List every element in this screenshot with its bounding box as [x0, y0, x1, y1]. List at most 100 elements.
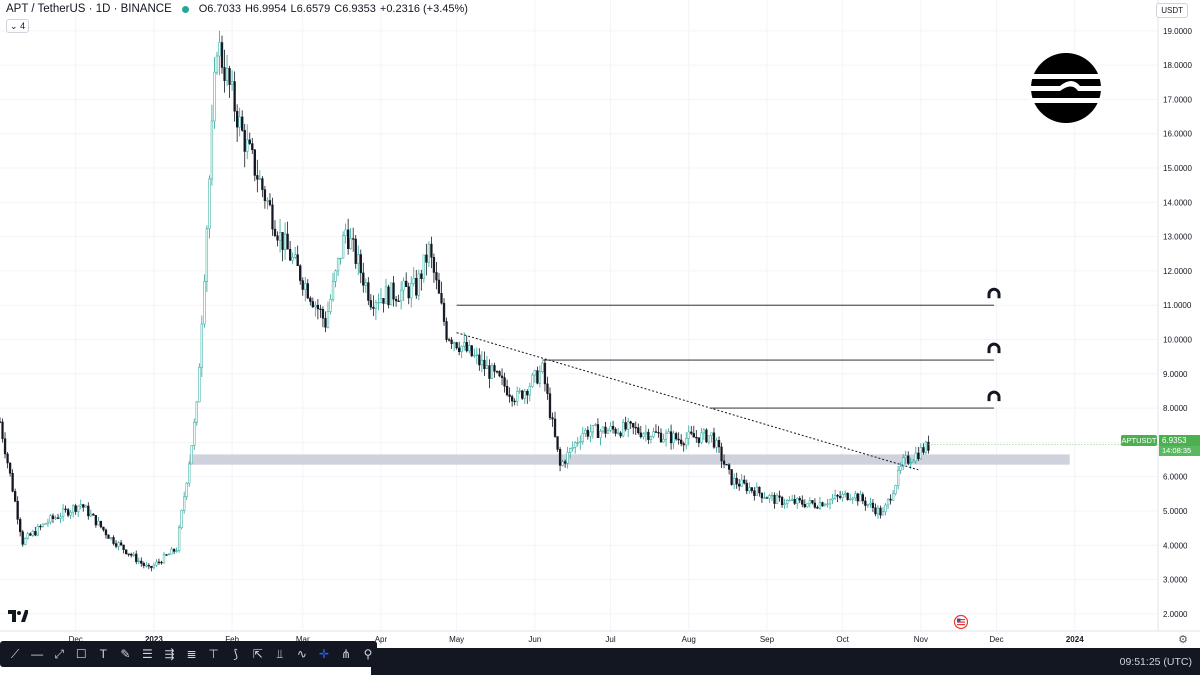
candle-body — [140, 560, 143, 564]
candle-body — [725, 464, 728, 466]
candle-body — [190, 445, 193, 465]
candle-body — [46, 521, 50, 525]
candle-body — [495, 371, 499, 373]
trend-line-icon[interactable]: — — [31, 647, 44, 661]
horizontal-line-icon[interactable]: ⤢ — [54, 646, 64, 661]
candle-body — [387, 286, 390, 306]
magnet-icon[interactable] — [987, 342, 1001, 354]
rectangle-icon[interactable]: T — [99, 647, 107, 661]
time-tick-label: Oct — [836, 635, 849, 644]
candle-body — [233, 81, 236, 112]
candle-body — [445, 321, 448, 340]
magnet-icon[interactable] — [987, 287, 1001, 299]
candle-body — [304, 283, 307, 290]
candle-body — [927, 441, 930, 451]
candle-body — [780, 497, 784, 506]
price-tick-label: 8.0000 — [1163, 404, 1188, 413]
cross-icon[interactable]: ⟋ — [10, 646, 20, 661]
candle-body — [627, 421, 630, 430]
crosshair-icon[interactable]: ⋔ — [340, 647, 351, 661]
lines-icon[interactable]: ⊤ — [208, 647, 219, 661]
candle-body — [818, 502, 822, 509]
us-flag-icon[interactable] — [953, 614, 969, 630]
candle-body — [64, 508, 67, 510]
support-zone[interactable] — [189, 454, 1070, 465]
candle-body — [339, 257, 342, 260]
candle-body — [586, 429, 589, 437]
fib-icon[interactable]: ⇶ — [164, 647, 175, 661]
candle-body — [463, 342, 466, 347]
candle-body — [682, 443, 685, 446]
candle-body — [425, 254, 428, 263]
pitchfork-icon[interactable]: ⫫ — [276, 646, 284, 661]
candle-body — [917, 452, 920, 460]
currency-selector[interactable]: USDT — [1156, 3, 1188, 18]
gear-icon[interactable]: ⚙ — [1178, 634, 1188, 646]
candle-body — [730, 469, 733, 485]
candle-body — [750, 487, 753, 491]
candle-body — [778, 495, 781, 498]
candle-body — [51, 515, 55, 519]
candle-body — [389, 282, 393, 306]
candle-body — [6, 453, 9, 464]
aptos-logo-icon — [1030, 53, 1102, 123]
candle-body — [584, 429, 587, 434]
candle-body — [124, 549, 128, 555]
candle-body — [581, 433, 584, 442]
text-icon[interactable]: ✎ — [120, 647, 131, 661]
candle-body — [357, 254, 360, 264]
candle-body — [889, 498, 892, 501]
candle-body — [155, 561, 158, 566]
candle-body — [198, 366, 201, 403]
candle-body — [619, 432, 622, 437]
zigzag-icon[interactable]: ✛ — [318, 647, 329, 661]
candle-body — [909, 462, 912, 464]
candle-body — [828, 499, 832, 505]
magnet-icon[interactable] — [987, 390, 1001, 402]
candle-body — [687, 431, 690, 439]
candle-body — [738, 483, 741, 487]
candle-body — [896, 469, 900, 486]
candle-body — [710, 432, 713, 436]
candle-body — [841, 494, 844, 498]
indicators-toggle[interactable]: ⌄ 4 — [6, 19, 30, 33]
path-icon[interactable]: ⇱ — [252, 647, 263, 661]
candle-body — [664, 432, 668, 440]
time-tick-label: May — [449, 635, 464, 644]
pattern-icon[interactable]: ∿ — [296, 647, 307, 661]
brush-icon[interactable]: ☰ — [142, 647, 153, 661]
dotted-trendline[interactable] — [456, 332, 919, 471]
candle-body — [490, 365, 494, 379]
candle-body — [606, 430, 610, 434]
measure-icon[interactable]: ⟆ — [233, 647, 238, 661]
candle-body — [695, 436, 698, 439]
price-tick-label: 4.0000 — [1163, 541, 1188, 550]
candle-body — [420, 273, 423, 279]
candle-body — [649, 436, 653, 440]
candle-body — [826, 503, 829, 505]
candle-body — [281, 232, 284, 250]
candle-body — [230, 81, 234, 85]
candle-body — [369, 300, 373, 308]
candle-body — [119, 542, 123, 546]
symbol-title[interactable]: APT / TetherUS · 1D · BINANCE — [6, 3, 172, 15]
candle-body — [0, 421, 2, 423]
candle-body — [632, 423, 635, 428]
candle-body — [218, 42, 221, 57]
candle-body — [112, 537, 115, 544]
candle-body — [871, 502, 875, 508]
candle-body — [546, 383, 549, 394]
candle-body — [180, 510, 183, 528]
candle-body — [531, 374, 534, 387]
parallel-channel-icon[interactable]: ≣ — [186, 647, 197, 661]
candle-body — [152, 564, 156, 569]
candle-body — [672, 433, 675, 444]
candle-body — [172, 548, 176, 552]
candle-body — [384, 286, 388, 304]
magnet-icon[interactable]: ⚲ — [363, 647, 373, 661]
candle-body — [29, 533, 32, 536]
candle-body — [692, 433, 695, 438]
candle-body — [866, 504, 870, 506]
ray-icon[interactable]: ☐ — [75, 647, 87, 661]
